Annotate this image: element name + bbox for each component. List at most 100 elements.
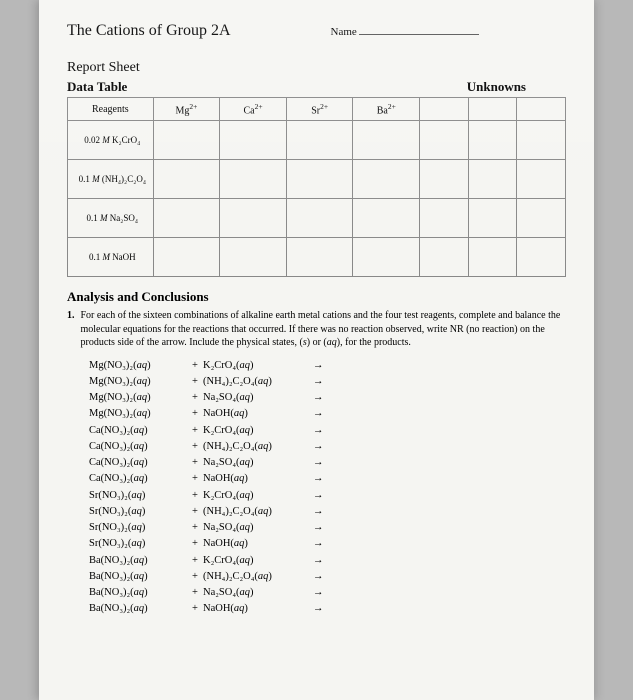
table-header-row: Reagents Mg2+ Ca2+ Sr2+ Ba2+ xyxy=(68,98,566,121)
eqn-reactant-1: Mg(NO₃)₂(aq) xyxy=(89,374,187,390)
eqn-reactant-2: K₂CrO₄(aq) xyxy=(203,423,313,439)
name-blank-line[interactable] xyxy=(359,34,479,35)
eqn-reactant-2: (NH₄)₂C₂O₄(aq) xyxy=(203,439,313,455)
table-cell[interactable] xyxy=(286,121,353,160)
table-cell[interactable] xyxy=(517,160,566,199)
equation-row: Mg(NO₃)₂(aq)+(NH₄)₂C₂O₄(aq)→ xyxy=(89,374,566,390)
table-cell[interactable] xyxy=(353,238,420,277)
eqn-plus: + xyxy=(187,390,203,406)
eqn-plus: + xyxy=(187,601,203,617)
eqn-arrow: → xyxy=(313,455,337,471)
eqn-plus: + xyxy=(187,471,203,487)
table-cell[interactable] xyxy=(468,199,517,238)
table-cell[interactable] xyxy=(286,199,353,238)
eqn-plus: + xyxy=(187,439,203,455)
table-row: 0.1 M (NH₄)₂C₂O₄ xyxy=(68,160,566,199)
eqn-plus: + xyxy=(187,488,203,504)
row-reagent: 0.02 M K₂CrO₄ xyxy=(68,121,154,160)
eqn-reactant-1: Mg(NO₃)₂(aq) xyxy=(89,390,187,406)
eqn-arrow: → xyxy=(313,504,337,520)
eqn-reactant-2: (NH₄)₂C₂O₄(aq) xyxy=(203,504,313,520)
eqn-reactant-2: K₂CrO₄(aq) xyxy=(203,553,313,569)
eqn-plus: + xyxy=(187,423,203,439)
eqn-reactant-1: Ca(NO₃)₂(aq) xyxy=(89,439,187,455)
eqn-plus: + xyxy=(187,358,203,374)
data-table-heading-row: Data Table Unknowns xyxy=(67,79,566,95)
name-label: Name xyxy=(331,26,357,38)
equation-row: Mg(NO₃)₂(aq)+NaOH(aq)→ xyxy=(89,406,566,422)
equation-row: Ca(NO₃)₂(aq)+Na₂SO₄(aq)→ xyxy=(89,455,566,471)
table-body: 0.02 M K₂CrO₄0.1 M (NH₄)₂C₂O₄0.1 M Na₂SO… xyxy=(68,121,566,277)
table-cell[interactable] xyxy=(220,121,287,160)
table-row: 0.1 M Na₂SO₄ xyxy=(68,199,566,238)
eqn-plus: + xyxy=(187,536,203,552)
equation-row: Ca(NO₃)₂(aq)+NaOH(aq)→ xyxy=(89,471,566,487)
eqn-reactant-2: Na₂SO₄(aq) xyxy=(203,585,313,601)
table-cell[interactable] xyxy=(420,121,469,160)
eqn-reactant-1: Ca(NO₃)₂(aq) xyxy=(89,471,187,487)
table-cell[interactable] xyxy=(286,160,353,199)
table-cell[interactable] xyxy=(353,160,420,199)
analysis-heading: Analysis and Conclusions xyxy=(67,289,566,305)
eqn-arrow: → xyxy=(313,601,337,617)
eqn-reactant-1: Ca(NO₃)₂(aq) xyxy=(89,455,187,471)
col-unk-2 xyxy=(468,98,517,121)
equation-row: Ba(NO₃)₂(aq)+NaOH(aq)→ xyxy=(89,601,566,617)
equation-row: Ba(NO₃)₂(aq)+(NH₄)₂C₂O₄(aq)→ xyxy=(89,569,566,585)
equation-row: Sr(NO₃)₂(aq)+(NH₄)₂C₂O₄(aq)→ xyxy=(89,504,566,520)
eqn-reactant-2: Na₂SO₄(aq) xyxy=(203,455,313,471)
table-cell[interactable] xyxy=(153,121,220,160)
table-cell[interactable] xyxy=(517,238,566,277)
col-reagents: Reagents xyxy=(68,98,154,121)
eqn-plus: + xyxy=(187,504,203,520)
table-cell[interactable] xyxy=(517,199,566,238)
eqn-arrow: → xyxy=(313,585,337,601)
eqn-reactant-1: Ba(NO₃)₂(aq) xyxy=(89,569,187,585)
name-field: Name xyxy=(331,22,479,40)
worksheet-page: The Cations of Group 2A Name Report Shee… xyxy=(39,0,594,700)
col-unk-1 xyxy=(420,98,469,121)
equation-row: Sr(NO₃)₂(aq)+K₂CrO₄(aq)→ xyxy=(89,488,566,504)
eqn-plus: + xyxy=(187,374,203,390)
table-cell[interactable] xyxy=(353,199,420,238)
eqn-reactant-1: Ca(NO₃)₂(aq) xyxy=(89,423,187,439)
equation-row: Ca(NO₃)₂(aq)+K₂CrO₄(aq)→ xyxy=(89,423,566,439)
data-table: Reagents Mg2+ Ca2+ Sr2+ Ba2+ 0.02 M K₂Cr… xyxy=(67,97,566,277)
equation-row: Mg(NO₃)₂(aq)+K₂CrO₄(aq)→ xyxy=(89,358,566,374)
eqn-arrow: → xyxy=(313,488,337,504)
eqn-arrow: → xyxy=(313,390,337,406)
eqn-plus: + xyxy=(187,553,203,569)
eqn-plus: + xyxy=(187,455,203,471)
table-cell[interactable] xyxy=(220,199,287,238)
table-cell[interactable] xyxy=(220,160,287,199)
table-cell[interactable] xyxy=(153,160,220,199)
col-sr: Sr2+ xyxy=(286,98,353,121)
eqn-reactant-2: (NH₄)₂C₂O₄(aq) xyxy=(203,569,313,585)
eqn-reactant-1: Sr(NO₃)₂(aq) xyxy=(89,520,187,536)
table-cell[interactable] xyxy=(517,121,566,160)
eqn-plus: + xyxy=(187,520,203,536)
eqn-reactant-2: (NH₄)₂C₂O₄(aq) xyxy=(203,374,313,390)
question-text: For each of the sixteen combinations of … xyxy=(81,309,567,350)
table-cell[interactable] xyxy=(153,238,220,277)
table-cell[interactable] xyxy=(420,238,469,277)
table-cell[interactable] xyxy=(420,160,469,199)
table-cell[interactable] xyxy=(153,199,220,238)
table-cell[interactable] xyxy=(468,121,517,160)
eqn-arrow: → xyxy=(313,423,337,439)
table-cell[interactable] xyxy=(468,238,517,277)
table-cell[interactable] xyxy=(420,199,469,238)
eqn-arrow: → xyxy=(313,569,337,585)
eqn-arrow: → xyxy=(313,374,337,390)
eqn-reactant-1: Mg(NO₃)₂(aq) xyxy=(89,406,187,422)
eqn-plus: + xyxy=(187,585,203,601)
col-mg: Mg2+ xyxy=(153,98,220,121)
table-cell[interactable] xyxy=(220,238,287,277)
eqn-arrow: → xyxy=(313,536,337,552)
equation-row: Ba(NO₃)₂(aq)+K₂CrO₄(aq)→ xyxy=(89,553,566,569)
table-cell[interactable] xyxy=(286,238,353,277)
table-cell[interactable] xyxy=(468,160,517,199)
eqn-plus: + xyxy=(187,406,203,422)
row-reagent: 0.1 M Na₂SO₄ xyxy=(68,199,154,238)
table-cell[interactable] xyxy=(353,121,420,160)
